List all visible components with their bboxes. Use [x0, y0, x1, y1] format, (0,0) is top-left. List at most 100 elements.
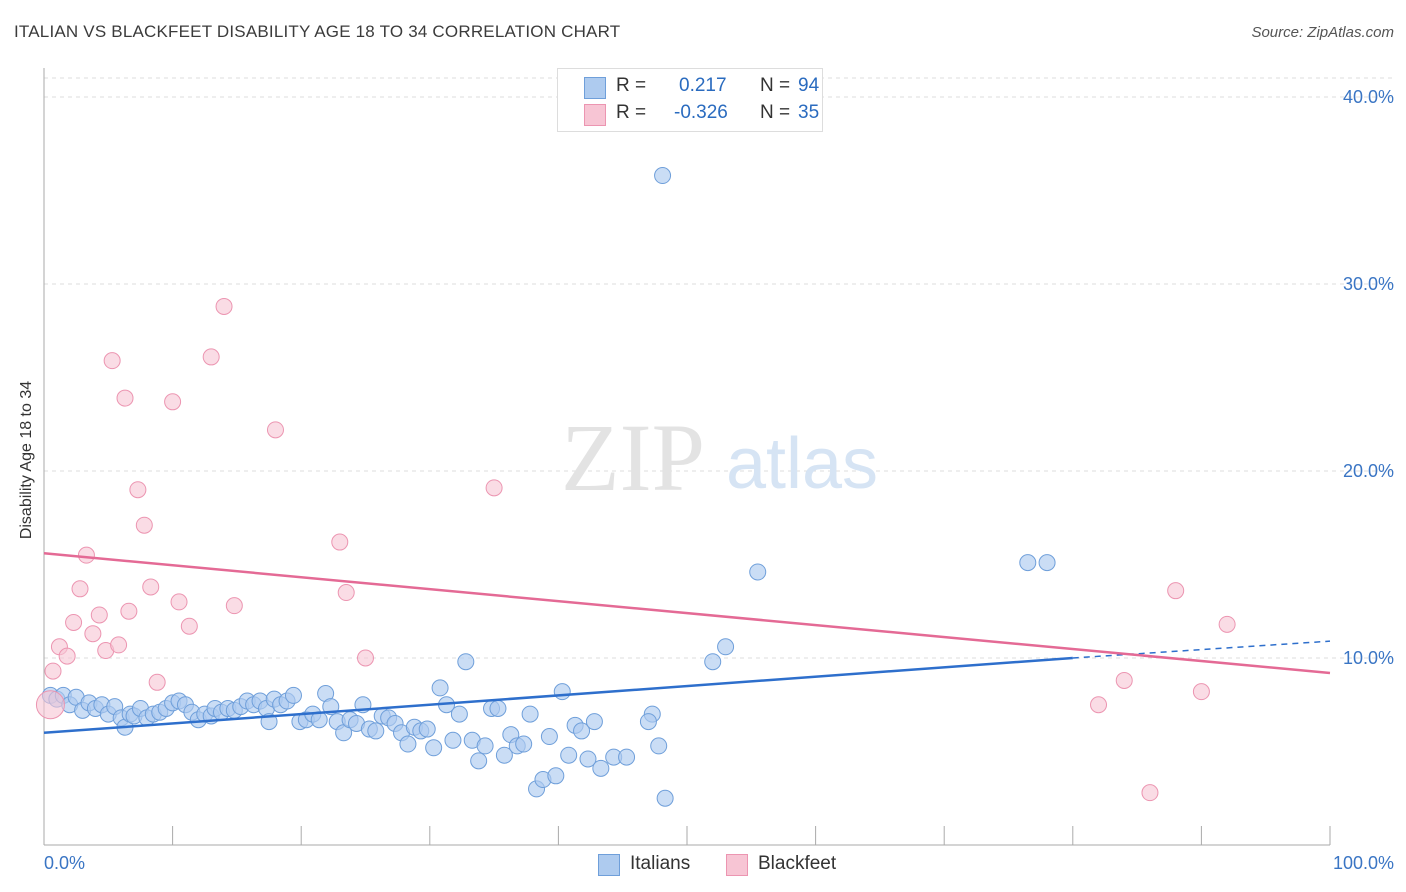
italians-point: [650, 737, 668, 755]
correlation-legend: R = 0.217 N = 94 R = -0.326 N = 35: [557, 68, 823, 132]
blackfeet-point: [1167, 582, 1185, 600]
italians-point: [547, 767, 565, 785]
italians-point: [476, 737, 494, 755]
italians-point: [284, 686, 302, 704]
blackfeet-point: [1090, 696, 1108, 714]
italians-n-value: 94: [798, 75, 820, 96]
italians-point: [540, 728, 558, 746]
italians-r-value: 0.217: [679, 75, 727, 96]
blackfeet-point: [202, 348, 220, 366]
italians-point: [521, 705, 539, 723]
italians-point: [592, 759, 610, 777]
italians-point: [425, 739, 443, 757]
italians-point: [450, 705, 468, 723]
italians-point: [431, 679, 449, 697]
italians-legend-label: Italians: [630, 853, 691, 874]
italians-series: [41, 167, 1056, 807]
blackfeet-point: [58, 647, 76, 665]
italians-point: [749, 563, 767, 581]
italians-swatch: [584, 77, 606, 99]
italians-point: [489, 699, 507, 717]
blackfeet-point: [84, 625, 102, 643]
italians-n-label: N =: [760, 75, 791, 96]
blackfeet-r-value: -0.326: [674, 102, 728, 123]
blackfeet-n-label: N =: [760, 102, 791, 123]
blackfeet-point: [485, 479, 503, 497]
blackfeet-point: [180, 617, 198, 635]
italians-point: [618, 748, 636, 766]
blackfeet-point: [77, 546, 95, 564]
watermark-atlas: atlas: [726, 424, 878, 504]
axes: [43, 68, 1331, 846]
italians-point: [717, 638, 735, 656]
italians-trend-extension: [1072, 640, 1331, 659]
y-tick-label: 40.0%: [1343, 87, 1394, 107]
italians-point: [1019, 554, 1037, 572]
italians-point: [639, 713, 657, 731]
italians-trend-line: [43, 656, 1073, 735]
blackfeet-point: [331, 533, 349, 551]
y-tick-label: 30.0%: [1343, 274, 1394, 294]
italians-point: [656, 789, 674, 807]
blackfeet-point: [90, 606, 108, 624]
italians-point: [560, 746, 578, 764]
blackfeet-trend-line: [43, 552, 1331, 675]
blackfeet-point: [1192, 683, 1210, 701]
blackfeet-point: [170, 593, 188, 611]
italians-point: [1038, 554, 1056, 572]
italians-point: [585, 713, 603, 731]
blackfeet-point: [148, 673, 166, 691]
blackfeet-point: [116, 389, 134, 407]
blackfeet-point: [35, 690, 65, 720]
italians-point: [573, 722, 591, 740]
x-tick-label-min: 0.0%: [44, 853, 85, 873]
blackfeet-point: [225, 597, 243, 615]
blackfeet-legend-swatch: [726, 854, 748, 876]
y-axis-label: Disability Age 18 to 34: [18, 380, 35, 540]
italians-point: [579, 750, 597, 768]
blackfeet-point: [164, 393, 182, 411]
blackfeet-r-label: R =: [616, 102, 647, 123]
blackfeet-point: [71, 580, 89, 598]
blackfeet-swatch: [584, 104, 606, 126]
blackfeet-point: [110, 636, 128, 654]
blackfeet-point: [1141, 784, 1159, 802]
y-tick-label: 10.0%: [1343, 648, 1394, 668]
blackfeet-legend-label: Blackfeet: [758, 853, 837, 874]
blackfeet-series: [35, 297, 1236, 802]
blackfeet-point: [1218, 615, 1236, 633]
blackfeet-point: [65, 613, 83, 631]
blackfeet-point: [357, 649, 374, 667]
chart-title: ITALIAN VS BLACKFEET DISABILITY AGE 18 T…: [14, 22, 621, 41]
italians-point: [418, 720, 436, 738]
blackfeet-point: [103, 352, 121, 370]
italians-point: [495, 746, 513, 764]
italians-point: [515, 735, 533, 753]
italians-point: [457, 653, 475, 671]
blackfeet-point: [120, 602, 138, 620]
italians-r-label: R =: [616, 75, 647, 96]
blackfeet-point: [129, 481, 147, 499]
italians-legend-swatch: [598, 854, 620, 876]
italians-point: [470, 752, 488, 770]
blackfeet-point: [337, 584, 355, 602]
y-tick-labels: 10.0% 20.0% 30.0% 40.0%: [1343, 87, 1394, 668]
italians-point: [654, 167, 672, 185]
blackfeet-point: [266, 421, 284, 439]
italians-point: [399, 735, 417, 753]
italians-point: [444, 731, 462, 749]
x-tick-label-max: 100.0%: [1333, 853, 1394, 873]
italians-point: [367, 722, 385, 740]
blackfeet-point: [1115, 671, 1133, 689]
source-label: Source: ZipAtlas.com: [1251, 24, 1394, 41]
blackfeet-point: [44, 662, 62, 680]
blackfeet-point: [142, 578, 160, 596]
y-tick-label: 20.0%: [1343, 461, 1394, 481]
trend-lines: [43, 552, 1331, 735]
italians-point: [704, 653, 722, 671]
watermark-zip: ZIP: [561, 404, 705, 511]
blackfeet-point: [215, 297, 233, 315]
blackfeet-n-value: 35: [798, 102, 820, 123]
italians-point: [553, 683, 571, 701]
